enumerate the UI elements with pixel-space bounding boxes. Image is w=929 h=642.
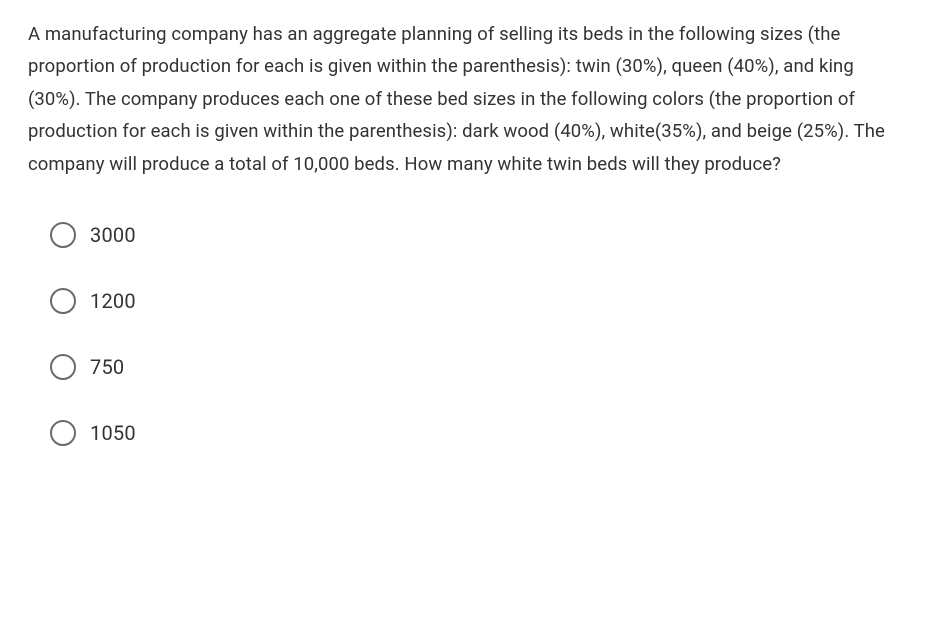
radio-icon — [50, 420, 76, 446]
option-label: 1200 — [90, 289, 136, 313]
option-label: 750 — [90, 355, 124, 379]
option-4[interactable]: 1050 — [50, 420, 901, 446]
option-2[interactable]: 1200 — [50, 288, 901, 314]
radio-icon — [50, 288, 76, 314]
question-text: A manufacturing company has an aggregate… — [28, 18, 901, 180]
option-label: 1050 — [90, 421, 136, 445]
radio-icon — [50, 222, 76, 248]
option-3[interactable]: 750 — [50, 354, 901, 380]
options-group: 3000 1200 750 1050 — [28, 222, 901, 446]
radio-icon — [50, 354, 76, 380]
option-1[interactable]: 3000 — [50, 222, 901, 248]
option-label: 3000 — [90, 223, 136, 247]
